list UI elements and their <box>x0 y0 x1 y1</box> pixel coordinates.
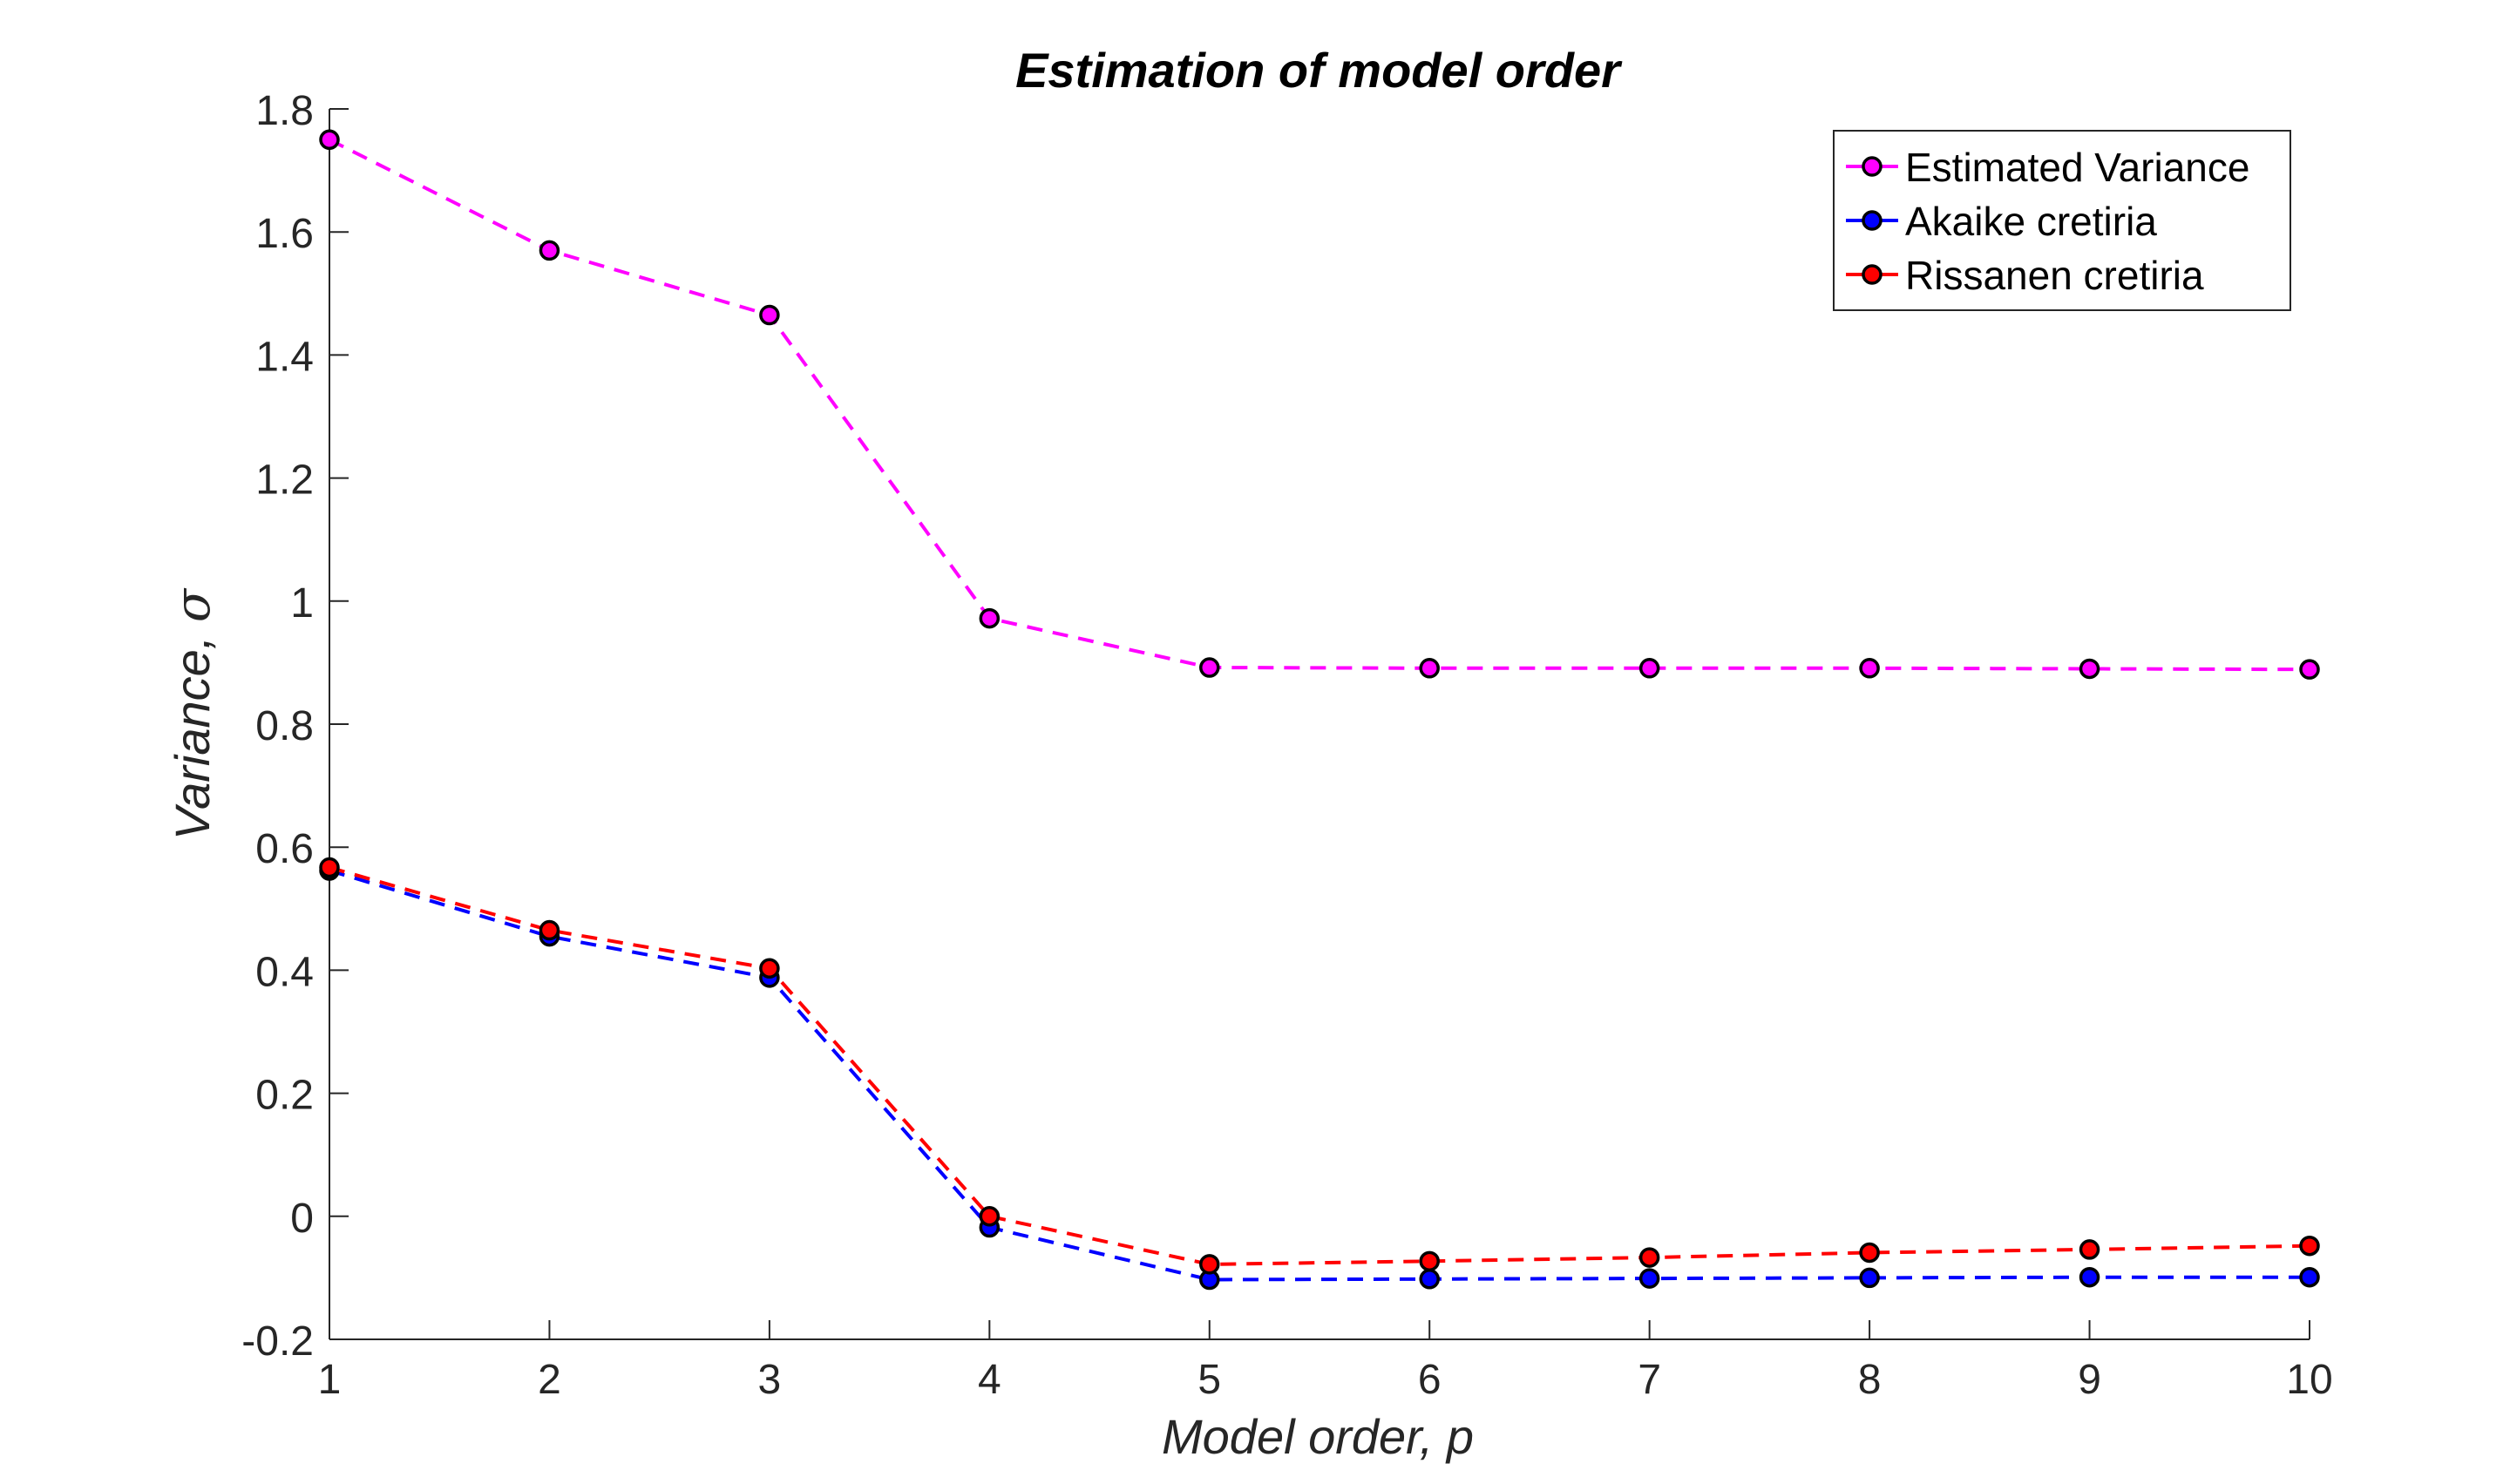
data-point <box>979 1206 1001 1227</box>
data-point <box>2299 1235 2320 1257</box>
legend-item: Estimated Variance <box>1846 145 2249 190</box>
x-tick-label: 7 <box>1638 1357 1661 1403</box>
data-point <box>1638 1268 1660 1289</box>
x-tick-label: 8 <box>1858 1357 1882 1403</box>
y-axis-ticks: -0.2 0 0.2 0.4 0.6 0.8 1 1.2 1.4 1.6 1.8 <box>241 88 349 1365</box>
y-tick-label: 1.6 <box>255 211 314 257</box>
y-tick-label: 0.8 <box>255 703 314 749</box>
x-tick-label: 2 <box>538 1357 561 1403</box>
x-tick-label: 3 <box>758 1357 782 1403</box>
x-axis-ticks: 1 2 3 4 5 6 7 8 9 10 <box>318 1320 2333 1403</box>
data-point <box>1859 658 1880 679</box>
chart-title: Estimation of model order <box>1015 43 1623 98</box>
y-tick-label: 0.2 <box>255 1073 314 1119</box>
y-tick-label: 0.6 <box>255 826 314 872</box>
x-tick-label: 1 <box>318 1357 342 1403</box>
legend-marker <box>1862 156 1882 177</box>
data-point <box>2079 658 2100 680</box>
data-point <box>319 129 340 151</box>
y-axis-label-text: Variance, <box>165 622 220 840</box>
x-tick-label: 10 <box>2286 1357 2332 1403</box>
data-point <box>979 607 1001 629</box>
legend-marker <box>1862 264 1882 285</box>
data-point <box>2079 1266 2100 1288</box>
legend-item: Rissanen cretiria <box>1846 253 2204 298</box>
data-point <box>2299 659 2320 680</box>
data-point <box>1199 1254 1220 1275</box>
x-tick-label: 6 <box>1418 1357 1442 1403</box>
y-tick-label: -0.2 <box>241 1318 314 1365</box>
y-tick-label: 0 <box>290 1196 314 1242</box>
legend-marker <box>1862 210 1882 231</box>
legend-item: Akaike cretiria <box>1846 199 2157 244</box>
x-tick-label: 4 <box>978 1357 1001 1403</box>
data-point <box>759 958 780 979</box>
y-tick-label: 1.2 <box>255 457 314 504</box>
y-axis-label-symbol: σ <box>165 587 221 622</box>
y-tick-label: 1.8 <box>255 88 314 134</box>
legend: Estimated Variance Akaike cretiria Rissane… <box>1833 130 2291 311</box>
series-line <box>329 865 2310 1266</box>
data-point <box>1638 658 1660 679</box>
legend-label: Rissanen cretiria <box>1905 253 2204 298</box>
data-point <box>2299 1266 2320 1288</box>
legend-box <box>1833 130 2291 311</box>
data-point <box>1419 1269 1440 1290</box>
y-tick-label: 1 <box>290 580 314 627</box>
series-line <box>329 138 2310 672</box>
x-axis-label: Model order, p <box>1162 1409 1474 1464</box>
data-point <box>759 304 780 326</box>
series-3 <box>319 857 2320 1275</box>
data-point <box>539 919 560 941</box>
data-point <box>1859 1267 1880 1289</box>
data-point <box>319 857 340 878</box>
x-tick-label: 9 <box>2078 1357 2101 1403</box>
y-tick-label: 0.4 <box>255 949 314 995</box>
data-point <box>1419 1250 1440 1272</box>
y-tick-label: 1.4 <box>255 334 314 380</box>
legend-label: Estimated Variance <box>1905 145 2249 190</box>
data-point <box>539 240 560 261</box>
y-axis-label: Variance, σ <box>165 587 221 840</box>
data-point <box>1638 1247 1660 1268</box>
series-line <box>329 869 2310 1282</box>
data-point <box>1199 657 1220 678</box>
series-1 <box>319 129 2320 680</box>
legend-label: Akaike cretiria <box>1905 199 2157 244</box>
data-point <box>1419 658 1440 679</box>
data-point <box>2079 1239 2100 1260</box>
data-point <box>1859 1242 1880 1264</box>
series-group <box>319 129 2320 1291</box>
x-tick-label: 5 <box>1197 1357 1221 1403</box>
